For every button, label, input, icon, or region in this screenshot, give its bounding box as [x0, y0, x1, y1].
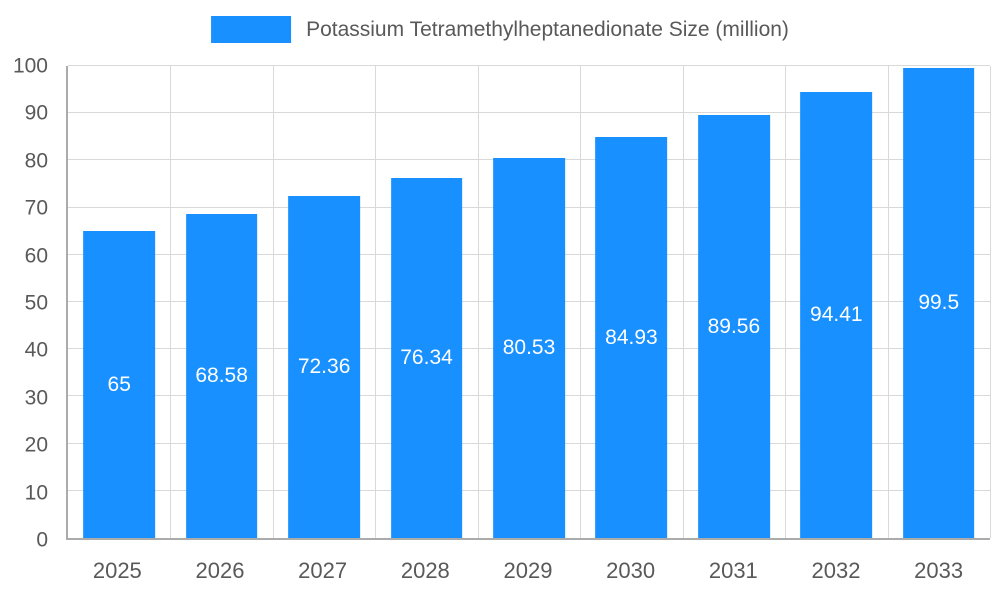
vertical-gridline [682, 66, 684, 538]
bar-value-label: 89.56 [707, 314, 761, 338]
x-axis: 2025 2026 2027 2028 2029 2030 2031 2032 2033 [66, 542, 990, 592]
bar-value-label: 76.34 [400, 345, 453, 369]
bar-value-label: 99.5 [918, 291, 960, 315]
bar-value-label: 94.41 [810, 303, 863, 327]
y-axis: 0 10 20 30 40 50 60 70 80 90 100 [0, 56, 56, 551]
bar-2029[interactable]: 80.53 [493, 157, 565, 538]
x-tick-label: 2030 [606, 558, 656, 583]
bar-value-label: 68.58 [195, 364, 248, 388]
bar-value-label: 65 [107, 372, 131, 396]
plot-wrap: 65 68.58 72.36 76.34 80.53 84.93 89.56 94.41 99.… [66, 65, 991, 540]
vertical-gridline [785, 66, 787, 538]
y-tick-label: 0 [36, 528, 48, 552]
y-tick-label: 50 [24, 291, 48, 315]
bar-value-label: 80.53 [502, 335, 556, 359]
x-tick-label: 2032 [811, 558, 861, 583]
legend-swatch[interactable] [211, 16, 292, 43]
bar-2028[interactable]: 76.34 [390, 177, 463, 538]
bar-2025[interactable]: 65 [83, 231, 156, 538]
bar-value-label: 72.36 [297, 355, 351, 379]
bar-2027[interactable]: 72.36 [288, 196, 360, 538]
x-tick-label: 2025 [92, 558, 142, 583]
x-tick-label: 2027 [298, 558, 348, 583]
bar-2033[interactable]: 99.5 [902, 68, 975, 538]
horizontal-gridline [68, 65, 990, 66]
y-tick-label: 100 [12, 54, 48, 78]
horizontal-gridline [68, 112, 990, 114]
x-tick-label: 2033 [914, 558, 964, 583]
plot-area: 65 68.58 72.36 76.34 80.53 84.93 89.56 94.41 99.… [66, 65, 991, 540]
y-tick-label: 80 [24, 149, 48, 173]
y-tick-label: 60 [24, 244, 48, 268]
vertical-gridline [477, 66, 479, 538]
vertical-gridline [887, 66, 889, 538]
x-tick-label: 2029 [503, 558, 553, 583]
bar-value-label: 84.93 [605, 325, 658, 349]
y-tick-label: 30 [24, 386, 48, 410]
vertical-gridline [375, 66, 377, 538]
y-tick-label: 40 [24, 338, 48, 362]
vertical-gridline [272, 66, 274, 538]
y-tick-label: 70 [24, 196, 48, 220]
y-tick-label: 20 [24, 433, 48, 457]
bar-2032[interactable]: 94.41 [800, 92, 873, 538]
x-tick-label: 2028 [400, 558, 450, 583]
y-tick-label: 10 [24, 481, 48, 505]
bar-2031[interactable]: 89.56 [698, 115, 770, 538]
legend-label: Potassium Tetramethylheptanedionate Size… [306, 17, 789, 41]
bar-2026[interactable]: 68.58 [185, 214, 258, 538]
bar-2030[interactable]: 84.93 [595, 137, 668, 538]
x-tick-label: 2026 [195, 558, 245, 583]
y-tick-label: 90 [24, 101, 48, 125]
chart-legend[interactable]: Potassium Tetramethylheptanedionate Size… [211, 16, 789, 43]
vertical-gridline [580, 66, 582, 538]
vertical-gridline [990, 66, 991, 538]
x-tick-label: 2031 [708, 558, 758, 583]
vertical-gridline [170, 66, 172, 538]
